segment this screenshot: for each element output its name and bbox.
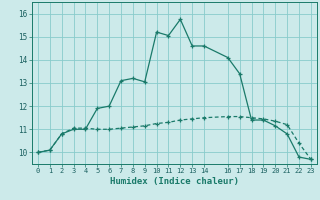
X-axis label: Humidex (Indice chaleur): Humidex (Indice chaleur)	[110, 177, 239, 186]
